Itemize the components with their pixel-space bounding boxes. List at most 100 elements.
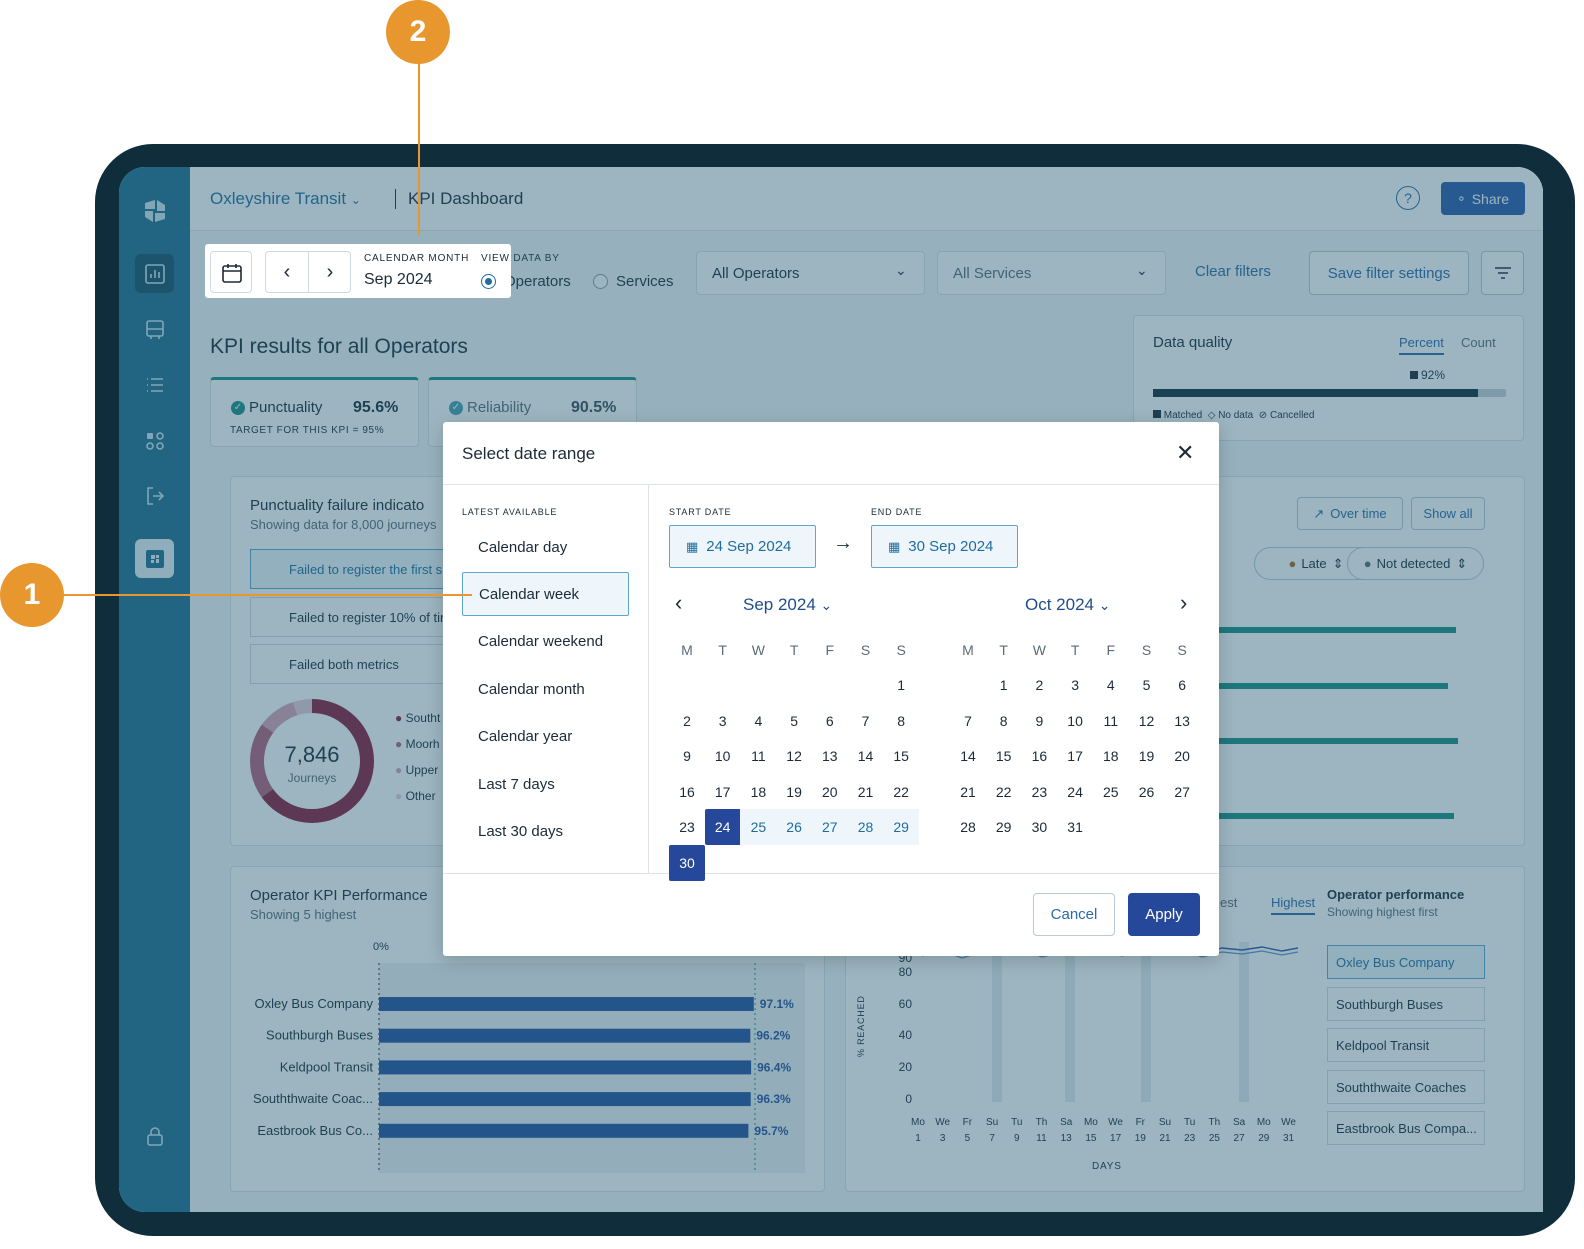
calendar-day[interactable]: 30 — [1031, 819, 1048, 836]
bar[interactable] — [379, 1028, 751, 1043]
prev-period-button[interactable]: ‹ — [266, 252, 308, 292]
prev-month-button[interactable]: ‹ — [675, 590, 682, 616]
failure-item[interactable]: Failed to register the first s — [250, 549, 450, 589]
calendar-day[interactable]: 12 — [786, 748, 802, 765]
calendar-day[interactable]: 3 — [718, 712, 727, 729]
calendar-day[interactable]: 6 — [825, 712, 834, 729]
calendar-day[interactable]: 7 — [861, 712, 870, 729]
end-date-field[interactable]: ▦ 30 Sep 2024 — [871, 525, 1018, 568]
operator-list-item[interactable]: Oxley Bus Company — [1327, 945, 1485, 979]
not-detected-sort-chip[interactable]: ● Not detected ⇕ — [1347, 547, 1484, 580]
calendar-day[interactable]: 13 — [1174, 712, 1190, 729]
tab-count[interactable]: Count — [1461, 335, 1496, 350]
calendar-day[interactable]: 26 — [776, 809, 813, 846]
calendar-day[interactable]: 14 — [857, 748, 874, 765]
calendar-day[interactable]: 25 — [740, 809, 777, 846]
preset-option[interactable]: Calendar day — [478, 538, 568, 556]
calendar-day[interactable]: 16 — [1031, 748, 1048, 765]
calendar-day[interactable]: 21 — [857, 783, 874, 800]
operator-list-item[interactable]: Eastbrook Bus Compa... — [1327, 1111, 1485, 1145]
calendar-day[interactable]: 11 — [1103, 712, 1119, 729]
calendar-day[interactable]: 12 — [1138, 712, 1155, 729]
calendar-day[interactable]: 11 — [751, 748, 766, 765]
cancel-button[interactable]: Cancel — [1033, 893, 1115, 936]
calendar-day[interactable]: 17 — [1067, 748, 1083, 765]
calendar-day[interactable]: 28 — [847, 809, 884, 846]
calendar-day[interactable]: 8 — [999, 712, 1008, 729]
calendar-day[interactable]: 2 — [683, 712, 691, 729]
bar[interactable] — [379, 1060, 752, 1075]
calendar-day[interactable]: 21 — [960, 783, 976, 800]
calendar-day[interactable]: 18 — [1103, 748, 1119, 765]
apply-button[interactable]: Apply — [1128, 893, 1200, 936]
calendar-day[interactable]: 26 — [1138, 783, 1155, 800]
sidebar-item-export[interactable] — [135, 476, 174, 515]
calendar-day[interactable]: 23 — [679, 819, 695, 836]
sidebar-item-workspace[interactable] — [135, 539, 174, 578]
calendar-day[interactable]: 22 — [893, 783, 909, 800]
calendar-day[interactable]: 5 — [790, 712, 798, 729]
help-icon[interactable]: ? — [1396, 186, 1420, 210]
calendar-day[interactable]: 8 — [897, 712, 906, 729]
calendar-day[interactable]: 20 — [822, 783, 838, 800]
calendar-day[interactable]: 25 — [1103, 783, 1119, 800]
calendar-day[interactable]: 16 — [679, 783, 695, 800]
right-month-select[interactable]: Oct 2024 ⌄ — [1025, 595, 1110, 615]
preset-option[interactable]: Last 30 days — [478, 822, 564, 840]
preset-option[interactable]: Calendar month — [478, 680, 585, 698]
calendar-day[interactable]: 5 — [1142, 677, 1151, 693]
start-date-field[interactable]: ▦ 24 Sep 2024 — [669, 525, 816, 568]
operators-select[interactable]: All Operators ⌄ — [696, 251, 925, 295]
bar[interactable] — [379, 1092, 751, 1107]
tab-highest[interactable]: Highest — [1271, 895, 1316, 915]
calendar-day[interactable]: 3 — [1071, 677, 1079, 693]
calendar-day[interactable]: 27 — [1174, 783, 1190, 800]
org-switcher[interactable]: Oxleyshire Transit ⌄ — [210, 189, 361, 209]
tab-percent[interactable]: Percent — [1399, 335, 1444, 355]
calendar-day[interactable]: 27 — [811, 809, 848, 846]
calendar-day[interactable]: 20 — [1174, 748, 1190, 765]
preset-option[interactable]: Calendar year — [478, 727, 573, 745]
tab-punctuality[interactable]: ✓ Punctuality 95.6% TARGET FOR THIS KPI … — [210, 377, 419, 447]
share-button[interactable]: ∘ Share — [1441, 182, 1525, 215]
calendar-day[interactable]: 9 — [683, 748, 691, 765]
bar[interactable] — [379, 1123, 749, 1138]
lock-icon[interactable] — [135, 1116, 174, 1155]
operator-list-item[interactable]: Keldpool Transit — [1327, 1028, 1485, 1062]
calendar-day[interactable]: 15 — [893, 748, 909, 765]
preset-option[interactable]: Calendar weekend — [478, 632, 604, 650]
services-select[interactable]: All Services ⌄ — [937, 251, 1166, 295]
calendar-day[interactable]: 2 — [1035, 677, 1044, 693]
calendar-day[interactable]: 29 — [883, 809, 920, 846]
calendar-day[interactable]: 31 — [1067, 819, 1083, 836]
calendar-day[interactable]: 22 — [995, 783, 1012, 800]
sidebar-item-dashboard[interactable] — [135, 254, 174, 293]
calendar-day[interactable]: 24 — [704, 809, 741, 846]
radio-services[interactable] — [593, 274, 608, 289]
close-icon[interactable]: ✕ — [1176, 440, 1195, 465]
radio-operators[interactable] — [481, 274, 496, 289]
preset-option[interactable]: Calendar week — [462, 572, 629, 616]
calendar-day[interactable]: 7 — [964, 712, 972, 729]
calendar-day[interactable]: 1 — [999, 677, 1008, 693]
calendar-day[interactable]: 19 — [1138, 748, 1155, 765]
preset-option[interactable]: Last 7 days — [478, 775, 555, 793]
save-filter-button[interactable]: Save filter settings — [1309, 251, 1469, 295]
operator-list-item[interactable]: Souththwaite Coaches — [1327, 1069, 1485, 1104]
calendar-day[interactable]: 14 — [960, 748, 976, 765]
filter-menu-button[interactable] — [1481, 251, 1524, 295]
calendar-day[interactable]: 28 — [960, 819, 976, 836]
clear-filters-link[interactable]: Clear filters — [1195, 263, 1271, 280]
calendar-day[interactable]: 4 — [1106, 677, 1115, 693]
calendar-day[interactable]: 30 — [669, 845, 705, 881]
calendar-day[interactable]: 10 — [714, 748, 731, 765]
over-time-button[interactable]: ↗ Over time — [1297, 497, 1403, 530]
next-period-button[interactable]: › — [309, 252, 351, 292]
calendar-day[interactable]: 19 — [786, 783, 802, 800]
calendar-day[interactable]: 1 — [897, 677, 906, 693]
bar[interactable] — [379, 997, 754, 1011]
next-month-button[interactable]: › — [1180, 590, 1187, 616]
calendar-day[interactable]: 13 — [822, 748, 838, 765]
calendar-day[interactable]: 18 — [750, 783, 767, 800]
calendar-day[interactable]: 6 — [1178, 677, 1187, 693]
